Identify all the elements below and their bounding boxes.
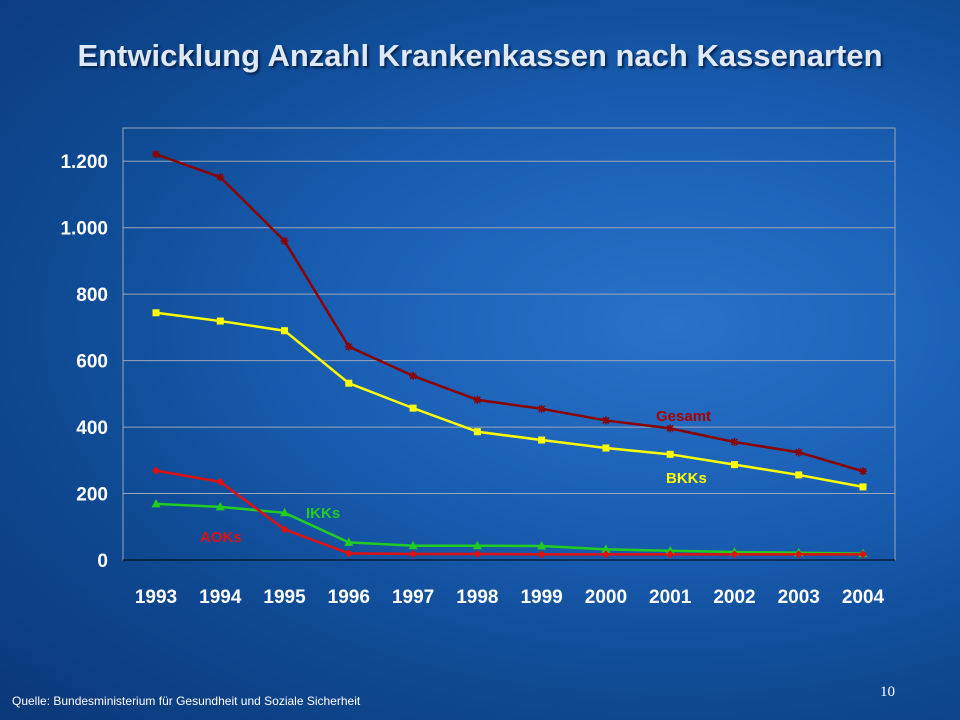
data-point-aoks [794,550,803,559]
data-point-ikks [280,507,290,517]
data-point-ikks [537,541,547,550]
x-tick-label: 2002 [713,587,755,608]
data-point-bkks [473,428,481,436]
data-point-aoks [344,549,353,558]
slide-title: Entwicklung Anzahl Krankenkassen nach Ka… [77,38,883,73]
data-point-bkks [602,444,610,452]
data-point-ikks [344,537,354,546]
data-point-gesamt [409,371,418,380]
y-tick-label: 0 [97,551,108,572]
data-point-ikks [472,540,482,550]
series-label-bkks: BKKs [666,470,707,487]
x-tick-label: 2003 [778,587,820,608]
series-line-ikks [155,502,864,555]
data-point-bkks [281,327,289,335]
x-tick-label: 1999 [520,587,562,608]
data-point-gesamt [794,448,803,457]
data-point-bkks [666,450,674,458]
data-point-bkks [730,461,738,469]
data-point-ikks [601,544,611,553]
data-point-gesamt [537,404,546,413]
data-point-bkks [859,483,867,491]
data-point-aoks [152,466,160,475]
data-point-bkks [409,404,417,412]
x-axis-ticks: 1993 1994 1995 1996 1997 1998 1999 2000 2001 2002… [135,587,885,608]
series-markers [151,150,868,559]
series-label-aoks: AOKs [200,529,242,546]
y-tick-label: 1.200 [60,152,108,173]
y-tick-label: 1.000 [60,219,108,240]
data-point-gesamt [473,395,482,404]
data-point-ikks [151,498,161,508]
source-note: Quelle: Bundesministerium für Gesundheit… [12,694,361,708]
data-point-aoks [280,525,289,534]
series-line-aoks [155,469,863,556]
x-tick-label: 2004 [842,587,885,608]
data-point-gesamt [216,173,225,182]
data-point-bkks [538,436,546,444]
series-labels: Gesamt BKKs IKKs AOKs [200,408,711,546]
data-point-gesamt [344,342,353,351]
data-point-ikks [215,501,225,511]
data-point-aoks [859,550,867,559]
data-point-bkks [345,379,353,387]
series-label-ikks: IKKs [306,505,340,522]
data-point-gesamt [730,438,739,447]
data-point-aoks [216,477,225,486]
data-point-bkks [795,471,803,479]
y-tick-label: 200 [76,485,108,506]
x-tick-label: 1993 [135,587,177,608]
data-point-aoks [409,550,418,559]
page-number: 10 [880,684,895,700]
x-tick-label: 1994 [199,587,242,608]
y-tick-label: 600 [76,352,108,373]
series-line-gesamt [155,153,864,473]
data-point-gesamt [152,150,160,159]
data-point-gesamt [859,467,867,476]
data-point-gesamt [666,424,675,433]
x-tick-label: 2001 [649,587,692,608]
data-point-ikks [408,540,418,550]
y-tick-label: 400 [76,418,108,439]
x-tick-label: 1996 [328,587,370,608]
data-point-bkks [152,309,160,317]
gridlines [123,160,895,561]
data-point-gesamt [601,416,610,425]
y-axis-ticks: 0 200 400 600 800 1.000 1.200 [60,152,108,572]
series-line-bkks [155,311,864,489]
data-point-aoks [601,550,610,559]
x-tick-label: 1997 [392,587,434,608]
x-tick-label: 1998 [456,587,498,608]
data-point-gesamt [280,236,289,245]
data-point-aoks [473,550,482,559]
series-label-gesamt: Gesamt [656,408,711,425]
data-point-bkks [216,317,224,325]
data-point-aoks [730,550,739,559]
x-tick-label: 2000 [585,587,627,608]
data-point-aoks [666,550,675,559]
data-point-aoks [537,550,546,559]
series-lines [155,153,864,556]
y-tick-label: 800 [76,285,108,306]
data-point-ikks [665,545,675,555]
x-tick-label: 1995 [263,587,306,608]
